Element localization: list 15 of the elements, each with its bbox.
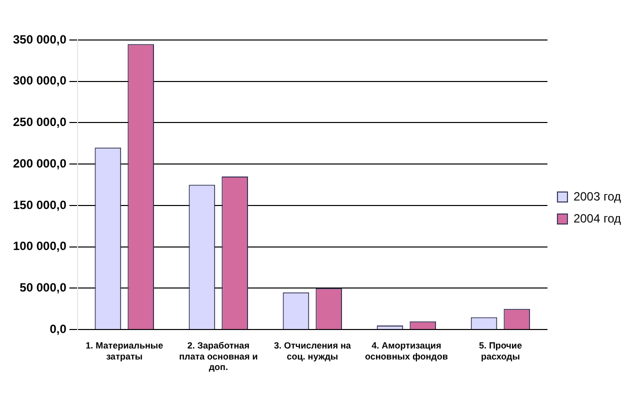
y-tick-label: 350 000,0: [12, 32, 67, 46]
y-tick-label: 300 000,0: [12, 74, 67, 88]
y-tick-label: 250 000,0: [12, 115, 67, 130]
y-tick-label: 50 000,0: [20, 280, 67, 295]
y-tick-label: 200 000,0: [12, 156, 67, 170]
x-tick-label: 3. Отчисления на соц. нужды: [274, 340, 352, 362]
y-tick-label: 100 000,0: [12, 239, 67, 254]
x-tick-label: 2. Заработная плата основная и доп.: [179, 340, 258, 372]
legend-label: 2004 год: [573, 211, 622, 226]
x-tick-label: 4. Амортизация основных фондов: [364, 340, 448, 362]
y-tick-label: 150 000,0: [12, 198, 67, 212]
y-tick-label: 0,0: [50, 322, 67, 336]
x-tick-label: 5. Прочие расходы: [478, 340, 522, 362]
legend-label: 2003 год: [573, 189, 622, 204]
x-tick-label: 1. Материальные затраты: [86, 340, 164, 362]
